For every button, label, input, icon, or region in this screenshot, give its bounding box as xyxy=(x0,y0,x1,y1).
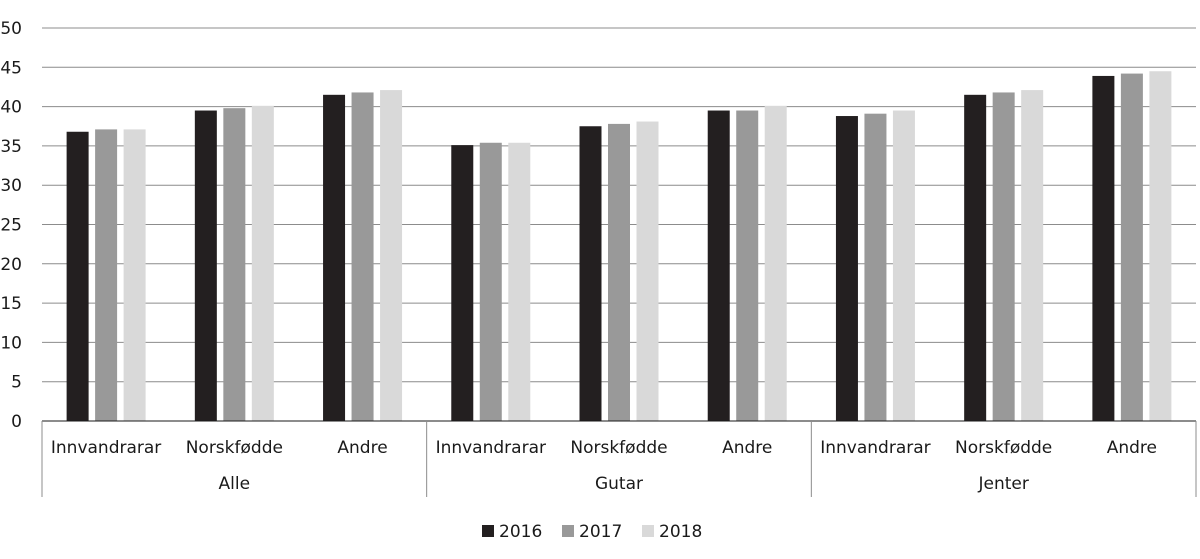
group-labels: Alle Gutar Jenter xyxy=(219,474,1029,494)
y-tick-label: 50 xyxy=(0,19,22,39)
legend-swatch-2017 xyxy=(562,525,574,537)
y-tick-label: 0 xyxy=(11,412,22,432)
bar-2016 xyxy=(964,94,987,421)
bars xyxy=(66,71,1172,422)
category-label: Innvandrarar xyxy=(820,438,930,458)
y-axis-tick-labels: 0 5 10 15 20 25 30 35 40 45 50 xyxy=(0,19,22,432)
category-label: Andre xyxy=(722,438,772,458)
y-tick-label: 30 xyxy=(0,176,22,196)
y-tick-label: 35 xyxy=(0,137,22,157)
y-tick-label: 40 xyxy=(0,98,22,118)
bar-2017 xyxy=(608,123,630,421)
bar-2018 xyxy=(1021,90,1044,422)
bar-2016 xyxy=(66,131,89,421)
bar-2018 xyxy=(508,142,531,422)
bar-2017 xyxy=(351,92,374,422)
legend-swatch-2018 xyxy=(642,525,654,537)
y-tick-label: 25 xyxy=(0,216,22,236)
category-label: Innvandrarar xyxy=(51,438,161,458)
bar-2016 xyxy=(323,94,346,421)
group-label: Jenter xyxy=(977,474,1028,494)
bar-2017 xyxy=(864,113,887,421)
bar-2018 xyxy=(764,105,787,422)
bar-2016 xyxy=(1092,75,1115,422)
bar-2018 xyxy=(251,105,274,422)
bar-2017 xyxy=(223,108,246,421)
category-label: Innvandrarar xyxy=(436,438,546,458)
y-tick-label: 45 xyxy=(0,58,22,78)
category-label: Norskfødde xyxy=(570,438,667,458)
category-label: Norskfødde xyxy=(955,438,1052,458)
legend-label: 2017 xyxy=(579,522,622,542)
bar-2016 xyxy=(579,126,602,421)
category-labels: Innvandrarar Norskfødde Andre Innvandrarar N… xyxy=(51,438,1157,458)
bar-2016 xyxy=(835,116,858,422)
y-tick-label: 20 xyxy=(0,255,22,275)
group-label: Alle xyxy=(219,474,251,494)
bar-2016 xyxy=(707,110,730,421)
category-label: Andre xyxy=(337,438,387,458)
bar-2017 xyxy=(95,129,118,422)
bar-2017 xyxy=(1120,73,1143,421)
y-tick-label: 5 xyxy=(11,373,22,393)
y-tick-label: 10 xyxy=(0,333,22,353)
legend-label: 2018 xyxy=(659,522,702,542)
bar-2017 xyxy=(479,142,502,422)
legend-swatch-2016 xyxy=(482,525,494,537)
bar-2018 xyxy=(380,90,403,422)
legend-label: 2016 xyxy=(499,522,542,542)
legend: 2016 2017 2018 xyxy=(482,522,702,542)
bar-2018 xyxy=(1149,71,1172,421)
bar-2018 xyxy=(123,129,146,422)
bar-2017 xyxy=(736,110,759,421)
category-label: Norskfødde xyxy=(186,438,283,458)
category-label: Andre xyxy=(1107,438,1157,458)
bar-2016 xyxy=(451,145,474,421)
bar-2018 xyxy=(892,110,915,421)
x-axis xyxy=(41,420,1197,497)
bar-2017 xyxy=(992,92,1015,422)
bar-2018 xyxy=(636,121,659,421)
group-label: Gutar xyxy=(595,474,643,494)
y-tick-label: 15 xyxy=(0,294,22,314)
bar-2016 xyxy=(194,110,217,421)
